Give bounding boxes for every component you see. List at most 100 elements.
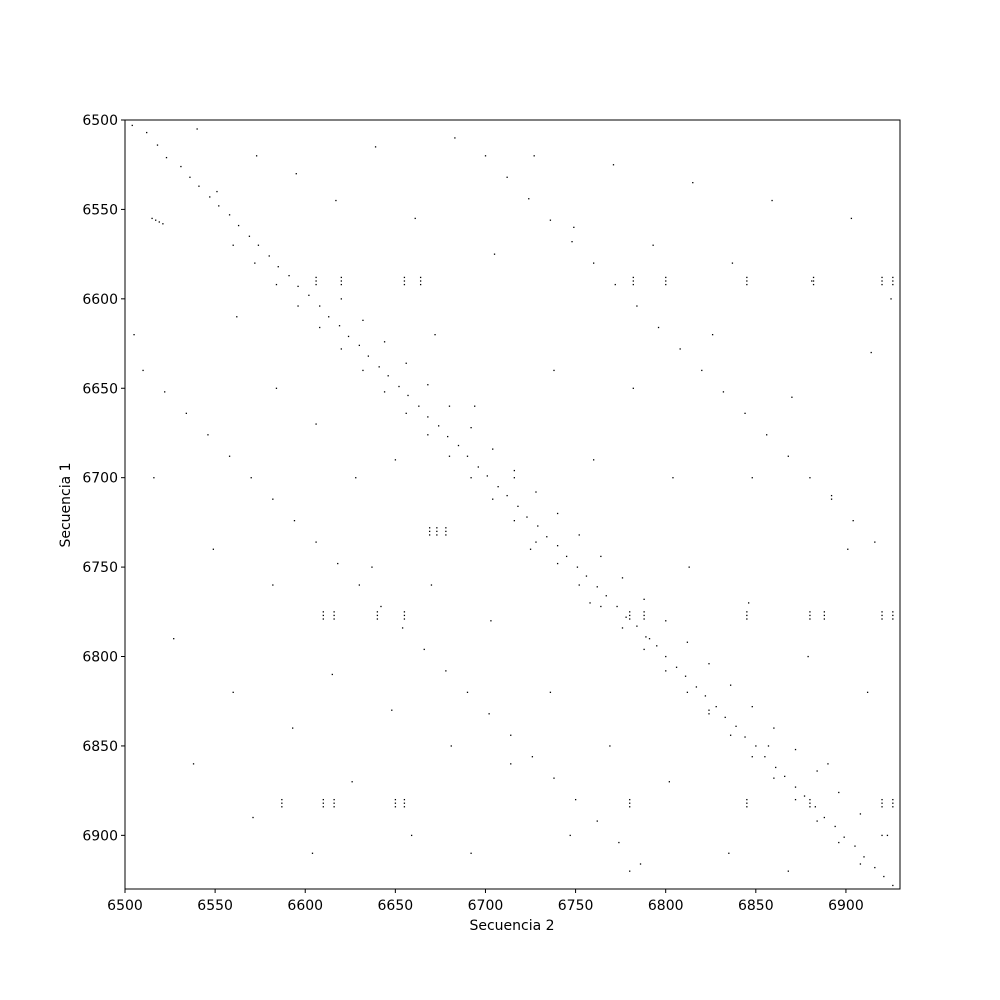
data-point: [445, 534, 447, 536]
data-point: [874, 866, 876, 869]
data-point: [268, 255, 270, 257]
data-point: [794, 798, 797, 801]
data-point: [454, 137, 456, 139]
data-point: [236, 316, 238, 318]
data-point: [854, 845, 856, 847]
data-point: [553, 369, 555, 372]
data-point: [605, 595, 607, 597]
data-point: [838, 791, 840, 794]
data-point: [556, 562, 559, 565]
data-point: [578, 534, 580, 536]
data-point: [809, 802, 811, 804]
data-point: [387, 375, 389, 377]
data-point: [351, 781, 353, 783]
y-tick-label: 6650: [82, 381, 118, 397]
data-point: [764, 756, 766, 758]
points-layer: [131, 124, 894, 887]
data-point: [632, 276, 634, 279]
data-point: [315, 276, 317, 279]
data-point: [322, 806, 324, 808]
data-point: [593, 262, 595, 264]
data-point: [746, 283, 748, 286]
data-point: [427, 416, 429, 418]
data-point: [410, 834, 413, 837]
data-point: [380, 605, 382, 608]
data-point: [438, 425, 440, 427]
data-point: [378, 366, 380, 368]
data-point: [892, 618, 894, 620]
data-point: [255, 155, 258, 157]
y-tick-label: 6600: [82, 292, 118, 308]
data-point: [315, 541, 317, 543]
data-point: [814, 806, 816, 808]
data-point: [812, 280, 815, 282]
data-point: [809, 477, 811, 479]
data-point: [394, 806, 397, 808]
data-point: [403, 614, 406, 617]
data-point: [308, 294, 310, 296]
data-point: [816, 820, 818, 822]
data-point: [600, 555, 602, 558]
data-point: [881, 283, 883, 286]
data-point: [448, 455, 451, 457]
data-point: [632, 283, 634, 286]
data-point: [609, 745, 611, 747]
data-point: [870, 351, 872, 354]
data-point: [470, 852, 472, 854]
data-point: [486, 475, 488, 477]
data-point: [355, 477, 357, 479]
data-point: [185, 412, 187, 414]
data-point: [362, 369, 364, 372]
data-point: [684, 675, 687, 677]
data-point: [394, 459, 397, 461]
data-point: [506, 176, 508, 178]
data-point: [881, 276, 883, 279]
data-point: [228, 455, 231, 457]
data-point: [616, 605, 618, 608]
data-point: [847, 548, 849, 550]
data-point: [322, 798, 324, 801]
data-point: [809, 614, 811, 617]
data-point: [643, 618, 645, 620]
data-point: [892, 276, 894, 279]
data-point: [445, 670, 447, 672]
data-point: [228, 214, 231, 216]
data-point: [811, 280, 813, 282]
data-point: [766, 434, 768, 436]
data-point: [403, 283, 406, 286]
data-point: [809, 611, 811, 613]
data-point: [142, 369, 144, 372]
data-point: [881, 614, 883, 617]
data-point: [881, 798, 883, 801]
data-point: [724, 716, 726, 719]
data-point: [528, 198, 530, 200]
data-point: [675, 666, 678, 668]
data-point: [881, 618, 883, 620]
data-point: [333, 611, 335, 613]
data-point: [892, 798, 894, 801]
data-point: [367, 355, 370, 357]
data-point: [165, 156, 168, 159]
data-point: [816, 770, 818, 772]
data-point: [692, 181, 694, 184]
data-point: [715, 705, 717, 708]
data-point: [746, 614, 748, 617]
data-point: [319, 305, 321, 307]
data-point: [809, 618, 811, 620]
data-point: [657, 326, 660, 329]
data-point: [315, 283, 317, 286]
data-point: [297, 285, 299, 288]
data-point: [830, 494, 833, 497]
data-point: [809, 806, 811, 808]
data-point: [506, 494, 508, 497]
data-point: [665, 655, 667, 658]
data-point: [537, 525, 539, 527]
data-point: [574, 798, 577, 801]
data-point: [735, 725, 737, 727]
data-point: [232, 244, 234, 246]
data-point: [347, 335, 350, 338]
data-point: [708, 713, 710, 715]
data-point: [596, 820, 598, 822]
data-point: [340, 298, 342, 300]
data-point: [275, 387, 278, 389]
